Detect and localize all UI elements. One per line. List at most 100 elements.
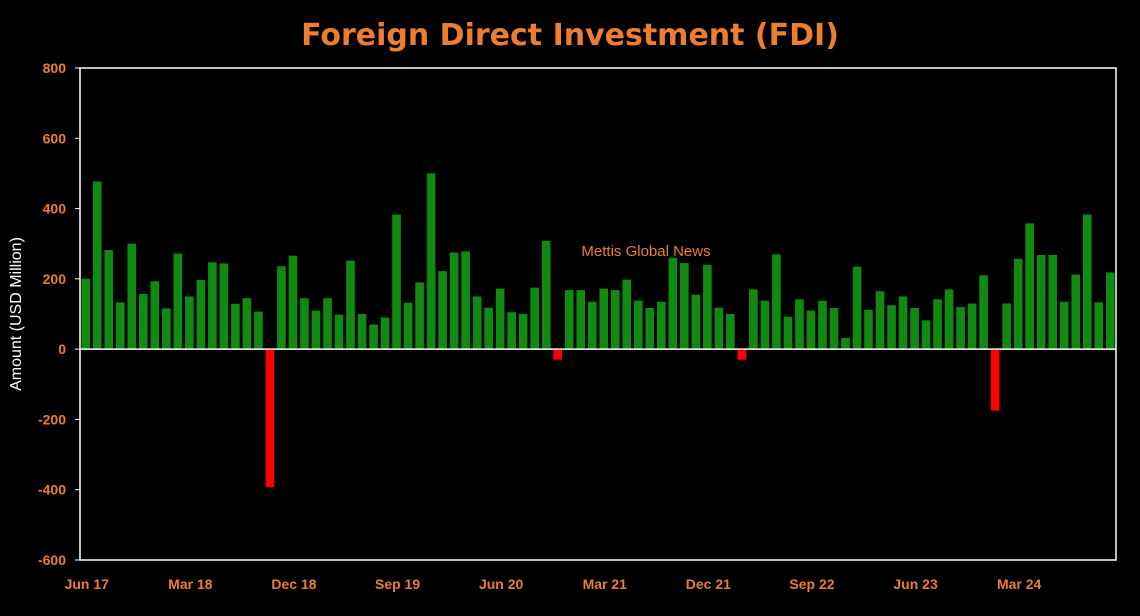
bar-67 [841, 337, 850, 350]
bar-54 [691, 294, 701, 350]
x-axis: Jun 17 Mar 18 Dec 18 Sep 19 Jun 20 Mar 21 Dec … [65, 576, 1042, 592]
bar-series [81, 173, 1115, 488]
bar-28 [392, 214, 401, 350]
bar-17 [265, 349, 275, 488]
x-tick-label: Jun 23 [893, 576, 938, 592]
bar-78 [967, 303, 977, 350]
y-tick-label: 0 [58, 341, 66, 357]
bar-53 [680, 263, 689, 350]
x-tick-label: Mar 18 [168, 576, 213, 592]
plot-area-border [79, 67, 1117, 561]
x-tick-label: Jun 17 [65, 576, 110, 592]
bar-79 [979, 275, 988, 350]
x-tick-label: Sep 22 [789, 576, 834, 592]
bar-12 [208, 262, 217, 350]
bar-24 [346, 260, 355, 350]
bar-6 [138, 293, 148, 350]
bar-64 [806, 310, 816, 350]
bar-25 [357, 314, 367, 350]
bar-58 [737, 349, 747, 360]
y-tick-label: 600 [43, 130, 67, 146]
bar-81 [1002, 303, 1011, 350]
bar-84 [1036, 254, 1046, 350]
bar-20 [300, 298, 309, 350]
y-axis: 800 600 400 200 0 -200 -400 -600 [38, 60, 80, 568]
bar-85 [1048, 254, 1057, 350]
bar-50 [645, 308, 655, 350]
bar-69 [864, 309, 873, 350]
bar-46 [599, 288, 609, 350]
bar-88 [1082, 214, 1092, 350]
bar-52 [668, 257, 678, 350]
bar-77 [956, 306, 965, 350]
bar-70 [875, 291, 885, 350]
bar-65 [818, 300, 827, 350]
bar-42 [553, 349, 563, 360]
bar-18 [277, 266, 286, 350]
bar-45 [587, 301, 597, 350]
bar-22 [323, 298, 332, 350]
y-tick-label: -200 [38, 411, 66, 427]
bar-33 [449, 252, 459, 350]
bar-74 [921, 320, 931, 350]
bar-3 [104, 250, 114, 350]
bar-71 [887, 305, 896, 350]
x-tick-label: Dec 18 [271, 576, 316, 592]
bar-47 [610, 290, 620, 350]
watermark-annotation: Mettis Global News [581, 243, 710, 260]
bar-44 [576, 290, 586, 350]
bar-82 [1013, 258, 1023, 350]
bar-36 [484, 307, 493, 350]
bar-83 [1025, 223, 1034, 350]
bar-2 [92, 181, 102, 350]
bar-59 [749, 289, 758, 350]
bar-7 [150, 281, 160, 350]
bar-5 [127, 243, 137, 350]
chart-title: Foreign Direct Investment (FDI) [301, 18, 839, 53]
bar-49 [633, 300, 643, 350]
bar-66 [829, 308, 839, 350]
bar-57 [726, 314, 735, 350]
bar-29 [403, 302, 413, 350]
bar-37 [495, 288, 505, 350]
bar-80 [990, 349, 1000, 411]
bar-39 [518, 314, 528, 350]
bar-23 [334, 314, 344, 350]
bar-90 [1105, 272, 1115, 350]
bar-75 [933, 299, 942, 350]
bar-34 [461, 251, 470, 350]
bar-48 [622, 279, 632, 350]
bar-72 [898, 296, 908, 350]
bar-13 [219, 263, 229, 350]
bar-40 [530, 287, 539, 350]
bar-41 [541, 240, 551, 350]
bar-15 [242, 298, 252, 350]
bar-62 [783, 316, 793, 350]
bar-9 [173, 253, 183, 350]
bar-11 [196, 279, 206, 350]
bar-26 [369, 324, 378, 350]
bar-16 [254, 311, 263, 350]
bar-10 [185, 296, 194, 350]
x-tick-label: Mar 21 [583, 576, 628, 592]
bar-61 [772, 254, 781, 350]
y-axis-label: Amount (USD Million) [8, 237, 25, 391]
bar-27 [380, 317, 390, 350]
bar-63 [795, 299, 804, 350]
x-tick-label: Mar 24 [997, 576, 1042, 592]
x-tick-label: Sep 19 [375, 576, 420, 592]
bar-32 [438, 271, 447, 350]
bar-8 [162, 308, 171, 350]
y-tick-label: 400 [43, 201, 67, 217]
y-tick-label: 200 [43, 271, 67, 287]
y-tick-label: 800 [43, 60, 67, 76]
bar-31 [426, 173, 436, 350]
bar-19 [288, 255, 298, 350]
x-tick-label: Jun 20 [479, 576, 524, 592]
bar-55 [703, 264, 712, 350]
bar-21 [311, 310, 321, 350]
bar-30 [415, 282, 424, 350]
bar-56 [714, 307, 724, 350]
bar-38 [507, 312, 516, 350]
